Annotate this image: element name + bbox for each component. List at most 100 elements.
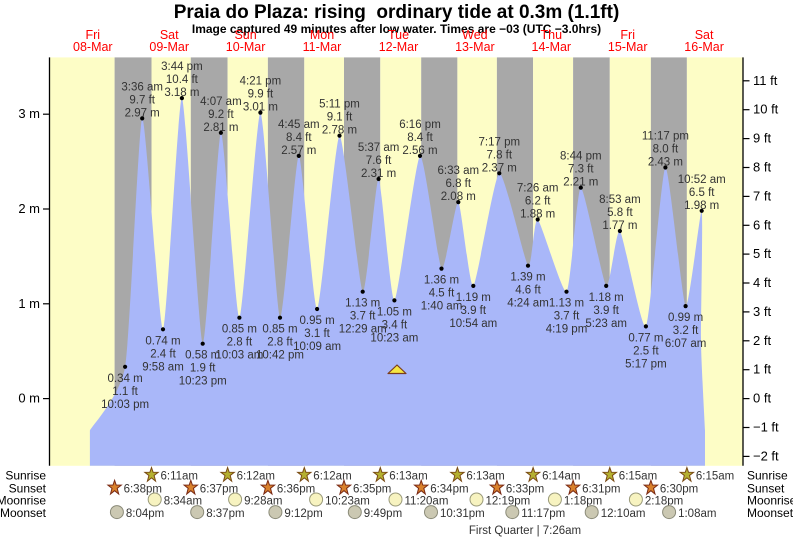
svg-text:4.5 ft: 4.5 ft (429, 288, 455, 300)
svg-text:3.7 ft: 3.7 ft (350, 311, 376, 323)
svg-text:6:34pm: 6:34pm (430, 483, 468, 495)
svg-text:11-Mar: 11-Mar (303, 40, 342, 54)
svg-text:16-Mar: 16-Mar (684, 40, 724, 54)
svg-text:3.01 m: 3.01 m (243, 102, 278, 114)
svg-text:0 ft: 0 ft (753, 391, 771, 406)
svg-text:14-Mar: 14-Mar (532, 40, 572, 54)
svg-text:10 ft: 10 ft (753, 102, 779, 117)
svg-text:0 m: 0 m (18, 391, 40, 406)
svg-text:6:12am: 6:12am (237, 471, 275, 483)
svg-text:12:19pm: 12:19pm (486, 496, 531, 508)
svg-text:6:13am: 6:13am (466, 471, 504, 483)
svg-text:1 m: 1 m (18, 296, 40, 311)
svg-text:8 ft: 8 ft (753, 160, 771, 175)
svg-text:6:35pm: 6:35pm (353, 483, 391, 495)
svg-text:12:10am: 12:10am (601, 508, 646, 520)
svg-text:1.05 m: 1.05 m (377, 306, 412, 318)
svg-text:6.8 ft: 6.8 ft (446, 178, 472, 190)
svg-text:9.1 ft: 9.1 ft (327, 112, 353, 124)
svg-text:7:17 pm: 7:17 pm (479, 136, 521, 148)
svg-text:9.7 ft: 9.7 ft (129, 94, 155, 106)
svg-text:7 ft: 7 ft (753, 188, 771, 203)
svg-text:10:31pm: 10:31pm (440, 508, 485, 520)
svg-text:11:17 pm: 11:17 pm (642, 131, 689, 143)
svg-text:10:54 am: 10:54 am (449, 318, 497, 330)
svg-text:3.18 m: 3.18 m (164, 87, 199, 99)
svg-text:10:03 pm: 10:03 pm (101, 399, 149, 411)
svg-text:0.74 m: 0.74 m (145, 335, 180, 347)
svg-text:5.8 ft: 5.8 ft (607, 207, 633, 219)
svg-text:2 ft: 2 ft (753, 333, 771, 348)
svg-text:2.08 m: 2.08 m (441, 191, 476, 203)
svg-text:6:07 am: 6:07 am (665, 338, 707, 350)
svg-text:6 ft: 6 ft (753, 217, 771, 232)
svg-text:10:09 am: 10:09 am (293, 341, 341, 353)
svg-text:3.9 ft: 3.9 ft (593, 305, 619, 317)
svg-text:2.78 m: 2.78 m (322, 125, 357, 137)
svg-text:4 ft: 4 ft (753, 275, 771, 290)
svg-text:11:20am: 11:20am (405, 496, 449, 508)
svg-text:0.99 m: 0.99 m (668, 312, 703, 324)
svg-text:1.77 m: 1.77 m (602, 220, 637, 232)
svg-text:8:37pm: 8:37pm (206, 508, 244, 520)
svg-text:1.9 ft: 1.9 ft (190, 363, 216, 375)
svg-text:12-Mar: 12-Mar (379, 40, 419, 54)
svg-text:9.2 ft: 9.2 ft (208, 109, 234, 121)
svg-text:1.98 m: 1.98 m (684, 200, 719, 212)
svg-text:7.6 ft: 7.6 ft (366, 155, 392, 167)
svg-text:2.81 m: 2.81 m (203, 122, 238, 134)
svg-text:4:07 am: 4:07 am (200, 96, 242, 108)
svg-text:0.95 m: 0.95 m (300, 315, 335, 327)
svg-text:2.8 ft: 2.8 ft (227, 337, 253, 349)
svg-text:8:44 pm: 8:44 pm (560, 151, 602, 163)
svg-text:2.31 m: 2.31 m (361, 168, 396, 180)
svg-text:5 ft: 5 ft (753, 246, 771, 261)
svg-text:1.18 m: 1.18 m (589, 292, 624, 304)
svg-text:6:12am: 6:12am (313, 471, 351, 483)
svg-text:10:23am: 10:23am (325, 496, 370, 508)
svg-text:2.4 ft: 2.4 ft (150, 348, 176, 360)
svg-text:2.56 m: 2.56 m (402, 145, 437, 157)
svg-text:6:11am: 6:11am (161, 471, 199, 483)
svg-text:2:18pm: 2:18pm (645, 496, 683, 508)
svg-text:3.1 ft: 3.1 ft (304, 328, 330, 340)
svg-text:2 m: 2 m (18, 201, 40, 216)
svg-text:5:11 pm: 5:11 pm (319, 99, 360, 111)
svg-text:6:30pm: 6:30pm (660, 483, 698, 495)
svg-text:4:19 pm: 4:19 pm (546, 324, 588, 336)
svg-text:1.36 m: 1.36 m (424, 275, 459, 287)
svg-text:1:18pm: 1:18pm (564, 496, 602, 508)
svg-text:1 ft: 1 ft (753, 362, 771, 377)
svg-text:1.19 m: 1.19 m (456, 292, 491, 304)
svg-text:9:49pm: 9:49pm (364, 508, 402, 520)
svg-text:3 m: 3 m (18, 106, 40, 121)
svg-text:7:26 am: 7:26 am (517, 183, 559, 195)
svg-text:2.43 m: 2.43 m (648, 157, 683, 169)
svg-text:−1 ft: −1 ft (753, 420, 779, 435)
svg-text:Moonset: Moonset (0, 506, 47, 520)
svg-text:6:16 pm: 6:16 pm (399, 119, 441, 131)
svg-text:6:33pm: 6:33pm (506, 483, 544, 495)
svg-text:10.4 ft: 10.4 ft (166, 74, 199, 86)
svg-text:0.77 m: 0.77 m (628, 332, 663, 344)
svg-text:6.5 ft: 6.5 ft (689, 187, 715, 199)
svg-text:6.2 ft: 6.2 ft (525, 196, 551, 208)
svg-text:9 ft: 9 ft (753, 131, 771, 146)
svg-text:1.13 m: 1.13 m (549, 298, 584, 310)
svg-text:3.9 ft: 3.9 ft (461, 305, 487, 317)
svg-text:6:36pm: 6:36pm (277, 483, 315, 495)
svg-text:9.9 ft: 9.9 ft (248, 89, 274, 101)
svg-text:0.34 m: 0.34 m (108, 373, 143, 385)
svg-text:10-Mar: 10-Mar (226, 40, 266, 54)
svg-text:2.8 ft: 2.8 ft (267, 337, 293, 349)
svg-text:8.4 ft: 8.4 ft (407, 132, 433, 144)
svg-text:3:36 am: 3:36 am (121, 81, 163, 93)
svg-text:Moonset: Moonset (747, 506, 793, 520)
svg-text:10:52 am: 10:52 am (678, 174, 726, 186)
svg-text:15-Mar: 15-Mar (608, 40, 648, 54)
svg-text:0.85 m: 0.85 m (262, 324, 297, 336)
svg-text:7.3 ft: 7.3 ft (568, 164, 594, 176)
svg-text:3.7 ft: 3.7 ft (554, 311, 580, 323)
svg-text:6:13am: 6:13am (389, 471, 427, 483)
svg-text:11 ft: 11 ft (753, 73, 778, 88)
